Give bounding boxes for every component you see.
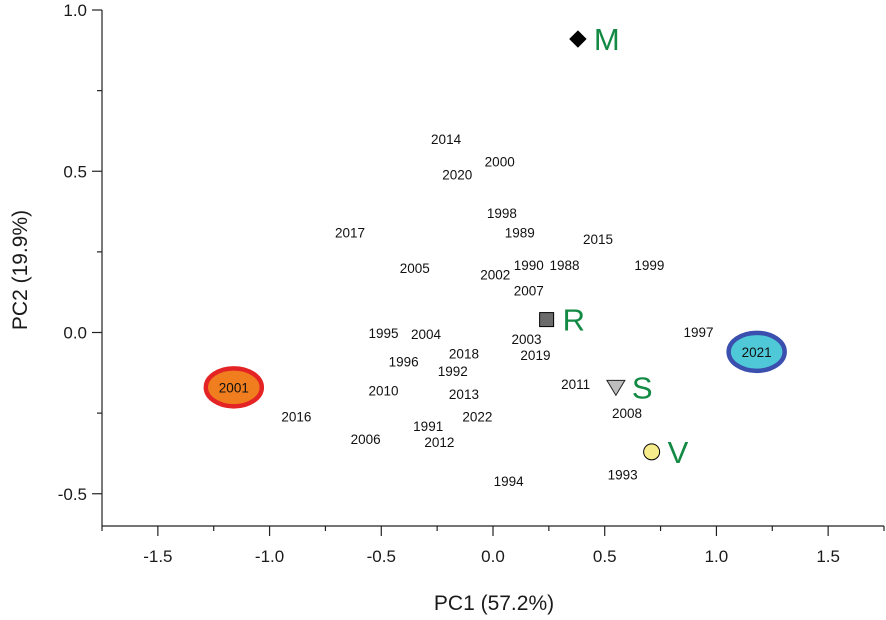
x-tick-label: -1.5: [143, 547, 172, 566]
year-label: 2012: [424, 435, 454, 450]
variable-label: M: [594, 22, 620, 57]
variable-label: V: [668, 435, 689, 470]
y-tick-label: 1.0: [63, 1, 87, 20]
y-tick-label: 0.0: [63, 324, 87, 343]
x-tick-label: -0.5: [367, 547, 396, 566]
variable-marker-circle: [643, 443, 661, 461]
y-tick-label: -0.5: [58, 485, 87, 504]
x-tick-label: 1.0: [705, 547, 729, 566]
year-label: 2017: [335, 226, 365, 241]
year-label: 1994: [494, 474, 525, 489]
year-label: 2011: [561, 377, 590, 392]
highlighted-year-label: 2021: [742, 345, 772, 360]
variable-marker-triangle: [606, 379, 626, 397]
year-label: 1998: [487, 206, 517, 221]
x-tick-label: 0.0: [481, 547, 505, 566]
highlighted-year-ellipse: [726, 330, 787, 374]
data-points: 2014 2000 2020 1998 2017 1989 2015 2005 1990 1988…: [203, 22, 787, 489]
year-label: 2014: [431, 132, 462, 147]
year-label: 1995: [368, 326, 398, 341]
year-label: 2006: [351, 432, 381, 447]
axes: -1.5 -1.0 -0.5 0.0 0.5 1.0 1.5 1.0 0.5 0.0 -0.5: [58, 1, 885, 566]
year-label: 2022: [462, 409, 492, 424]
variable-marker-diamond: [569, 30, 587, 48]
year-label: 1999: [634, 258, 664, 273]
year-label: 1988: [549, 258, 579, 273]
year-label: 1990: [514, 258, 544, 273]
year-label: 2020: [442, 167, 472, 182]
year-label: 2010: [368, 384, 398, 399]
year-label: 1989: [505, 226, 535, 241]
year-label: 2015: [583, 232, 613, 247]
x-tick-label: 0.5: [593, 547, 617, 566]
year-label: 1997: [684, 325, 714, 340]
year-label: 1991: [413, 419, 443, 434]
year-label: 1993: [608, 467, 638, 482]
year-label: 1992: [438, 364, 468, 379]
variable-marker-square: [539, 312, 555, 328]
year-label: 2008: [612, 406, 642, 421]
x-tick-label: 1.5: [816, 547, 840, 566]
year-label: 2003: [511, 332, 541, 347]
year-label: 2005: [400, 261, 430, 276]
year-label: 1996: [389, 355, 419, 370]
year-label: 2019: [520, 348, 550, 363]
highlighted-year-ellipse: [203, 366, 265, 409]
highlighted-year-label: 2001: [219, 380, 249, 395]
year-label: 2013: [449, 387, 479, 402]
variable-label: S: [632, 370, 653, 405]
year-label: 2000: [485, 155, 515, 170]
year-label: 2007: [514, 284, 544, 299]
year-label: 2016: [281, 409, 311, 424]
y-axis-title: PC2 (19.9%): [9, 210, 32, 330]
year-label: 2002: [480, 267, 510, 282]
x-tick-label: -1.0: [255, 547, 284, 566]
y-tick-label: 0.5: [63, 162, 87, 181]
variable-label: R: [563, 303, 585, 338]
year-label: 2018: [449, 346, 479, 361]
x-axis-title: PC1 (57.2%): [434, 592, 554, 615]
year-label: 2004: [411, 327, 442, 342]
